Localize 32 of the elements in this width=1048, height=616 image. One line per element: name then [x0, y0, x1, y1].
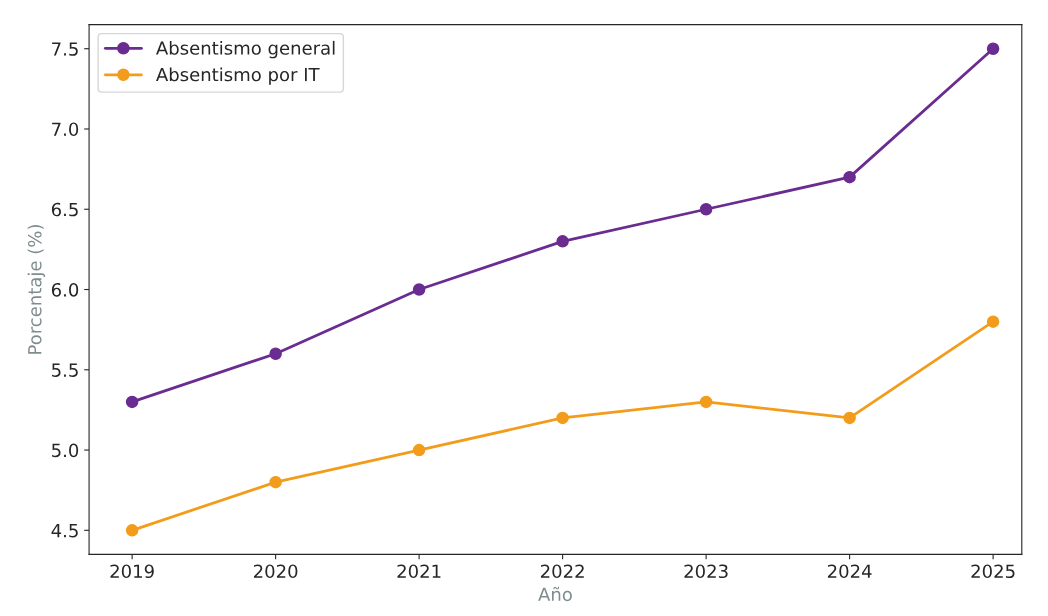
x-tick-label: 2023 — [684, 564, 728, 579]
point — [412, 283, 426, 296]
point — [556, 411, 569, 425]
y-tick-label: 7.0 — [52, 122, 79, 137]
point — [412, 443, 426, 457]
x-tick-label: 2022 — [540, 564, 584, 579]
y-tick-label: 7.5 — [52, 42, 78, 56]
point — [843, 170, 856, 184]
point — [125, 395, 139, 409]
x-tick-label: 2021 — [397, 564, 441, 579]
x-tick-label: 2025 — [971, 564, 1015, 579]
y-tick-label: 4.5 — [51, 524, 78, 538]
point — [843, 411, 856, 425]
point — [986, 42, 1000, 55]
x-tick-label: 2019 — [110, 564, 154, 579]
x-axis-title: Año — [538, 586, 572, 602]
y-tick-label: 6.0 — [51, 282, 79, 297]
legend-label: Absentismo por IT — [156, 67, 320, 85]
y-tick-label: 6.5 — [51, 202, 78, 217]
legend-label: Absentismo general — [156, 40, 335, 59]
y-tick-label: 5.5 — [52, 363, 78, 377]
point — [269, 347, 282, 360]
point — [699, 203, 713, 216]
x-tick-label: 2020 — [253, 564, 298, 579]
point — [125, 524, 139, 537]
point — [699, 395, 713, 409]
y-tick-label: 5.0 — [52, 443, 79, 458]
x-tick-label: 2024 — [827, 564, 872, 579]
point — [986, 315, 1000, 328]
point — [556, 235, 569, 248]
y-axis-title: Porcentaje (%) — [27, 225, 46, 354]
point — [269, 475, 282, 489]
